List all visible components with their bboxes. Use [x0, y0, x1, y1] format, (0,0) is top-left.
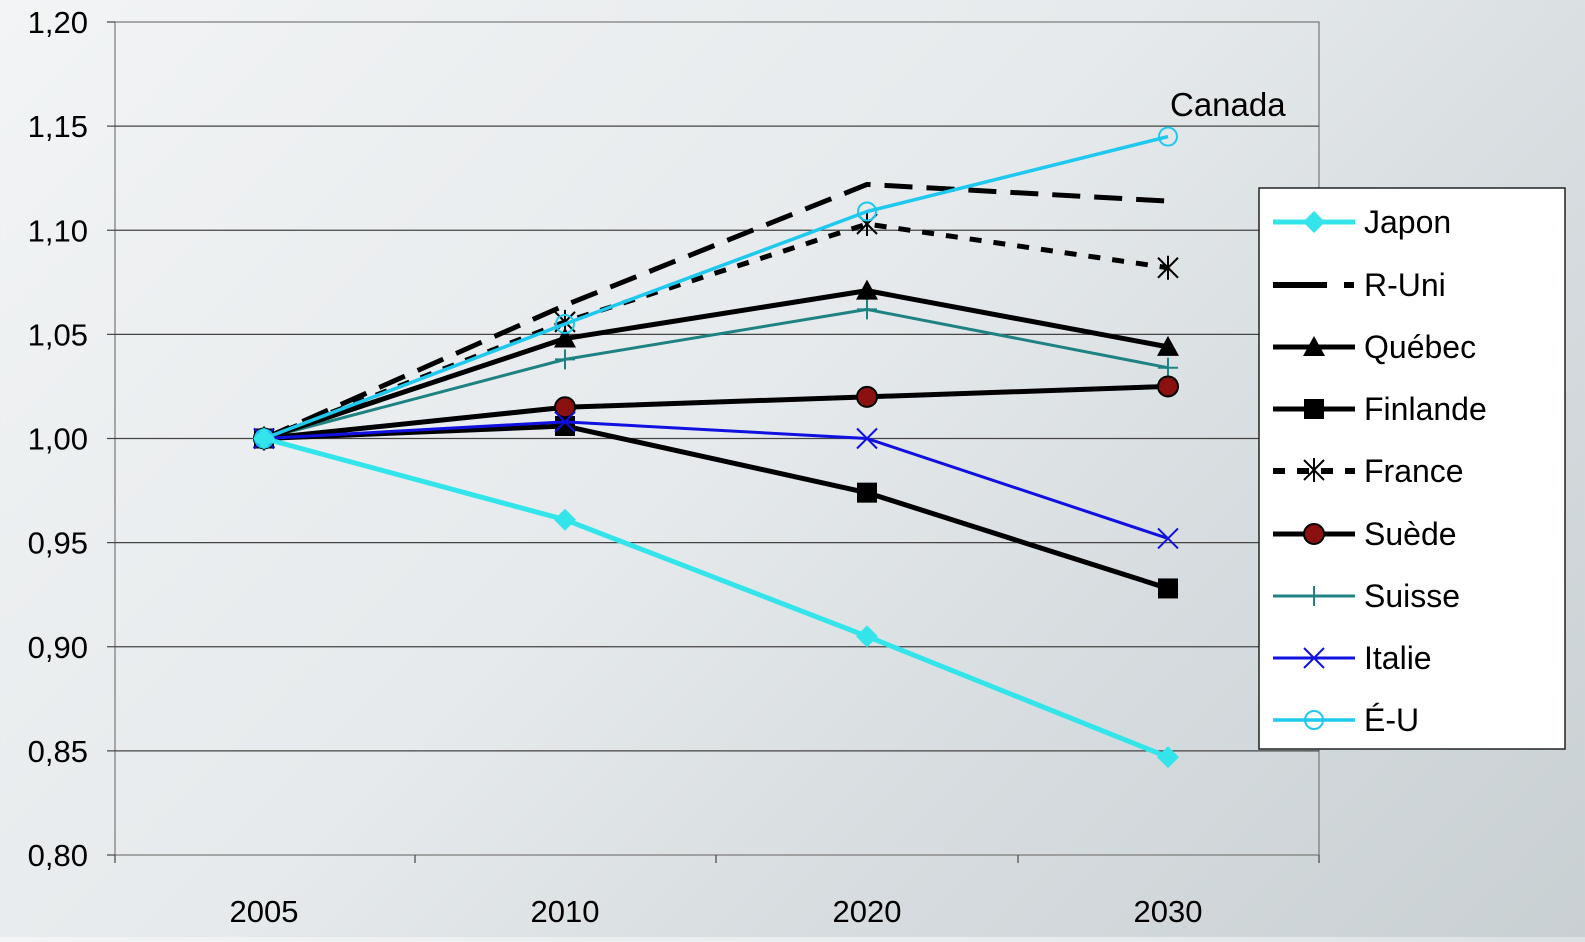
legend-label: Finlande	[1364, 391, 1487, 427]
data-point	[1157, 335, 1179, 356]
data-point	[1157, 255, 1179, 280]
series-line	[263, 134, 1169, 441]
data-point	[1158, 578, 1178, 599]
data-point	[856, 279, 878, 300]
legend-item-italie: Italie	[1273, 640, 1432, 676]
data-point	[555, 349, 575, 370]
x-tick-label: 2020	[833, 894, 902, 929]
y-axis: 0,80 0,85 0,90 0,95 1,00 1,05 1,10 1,15 1,20	[28, 5, 115, 873]
legend-item-france: France	[1273, 453, 1464, 489]
legend-item-finlande: Finlande	[1273, 391, 1487, 427]
legend-item-suède: Suède	[1273, 516, 1457, 552]
y-tick-label: 0,85	[28, 734, 88, 769]
data-point	[857, 482, 877, 503]
y-tick-label: 1,15	[28, 109, 88, 144]
legend-marker	[1304, 710, 1324, 730]
data-point	[856, 427, 878, 450]
data-point	[1158, 357, 1178, 378]
legend-label: Suisse	[1364, 578, 1460, 614]
legend-item-québec: Québec	[1273, 329, 1476, 365]
data-point	[856, 625, 878, 648]
data-point	[555, 313, 575, 334]
series-suède	[253, 375, 1179, 450]
data-point	[1157, 527, 1179, 550]
series-line	[263, 436, 1169, 760]
y-tick-label: 0,95	[28, 526, 88, 561]
legend: Japon R-Uni Québec Finlande France Suède Suiss…	[1258, 187, 1566, 750]
legend-item-suisse: Suisse	[1273, 578, 1460, 614]
data-point	[554, 327, 576, 348]
legend-marker	[1303, 458, 1325, 482]
legend-label: France	[1364, 453, 1464, 489]
y-tick-label: 1,20	[28, 5, 88, 40]
legend-label: Québec	[1364, 329, 1476, 365]
data-point	[856, 385, 878, 408]
legend-label: Suède	[1364, 516, 1457, 552]
series-line	[263, 383, 1169, 441]
series-line	[262, 181, 1169, 441]
y-tick-label: 1,05	[28, 317, 88, 352]
legend-marker	[1303, 523, 1325, 545]
legend-marker	[1303, 211, 1325, 233]
data-point	[1157, 375, 1179, 398]
legend-marker	[1304, 399, 1324, 419]
series-r-uni	[262, 181, 1169, 441]
legend-marker	[1303, 336, 1325, 356]
series-italie	[253, 411, 1179, 550]
legend-item-r-uni: R-Uni	[1273, 267, 1446, 303]
series-france	[253, 212, 1179, 451]
x-tick-label: 2005	[230, 894, 299, 929]
series-japon	[253, 427, 1179, 769]
data-point	[1157, 746, 1179, 769]
y-tick-label: 1,10	[28, 213, 88, 248]
series-québec	[253, 279, 1179, 448]
legend-label: É-U	[1364, 702, 1419, 738]
data-point	[554, 411, 576, 433]
y-tick-label: 0,90	[28, 630, 88, 665]
series-layer	[253, 126, 1179, 769]
series-line	[263, 423, 1169, 591]
annotation-canada: Canada	[1170, 86, 1286, 123]
data-point	[554, 508, 576, 531]
legend-box	[1258, 187, 1566, 750]
series-finlande	[254, 416, 1178, 599]
data-point	[1158, 126, 1178, 147]
data-point	[857, 299, 877, 320]
legend-marker	[1304, 586, 1324, 606]
legend-item-japon: Japon	[1273, 204, 1451, 240]
series-line	[263, 307, 1169, 440]
data-point	[555, 416, 575, 437]
legend-label: Japon	[1364, 204, 1451, 240]
y-tick-label: 0,80	[28, 838, 88, 873]
data-point	[857, 201, 877, 222]
legend-label: Italie	[1364, 640, 1432, 676]
data-point	[554, 396, 576, 419]
legend-item-é-u: É-U	[1273, 702, 1419, 738]
data-point	[253, 427, 275, 450]
series-line	[263, 221, 1169, 441]
y-tick-label: 1,00	[28, 422, 88, 457]
series-line	[263, 288, 1169, 441]
legend-marker	[1303, 647, 1325, 669]
x-tick-label: 2030	[1134, 894, 1203, 929]
x-axis: 2005 2010 2020 2030	[114, 855, 1320, 929]
legend-label: R-Uni	[1364, 267, 1446, 303]
series-line	[263, 420, 1169, 540]
x-tick-label: 2010	[531, 894, 600, 929]
series-é-u	[254, 126, 1178, 449]
